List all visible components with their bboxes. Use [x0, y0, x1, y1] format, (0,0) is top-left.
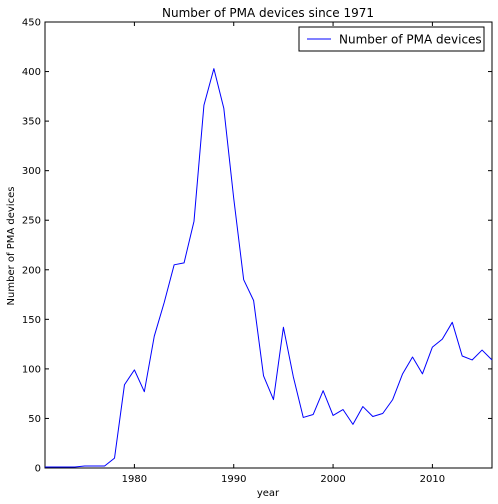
y-tick-label: 450 [22, 18, 41, 29]
y-tick-label: 100 [22, 364, 41, 375]
x-tick-label: 2000 [320, 474, 345, 485]
legend-label: Number of PMA devices [339, 33, 482, 47]
x-axis-label: year [257, 488, 280, 499]
y-tick-label: 150 [22, 315, 41, 326]
y-tick-label: 50 [28, 414, 41, 425]
y-axis-label: Number of PMA devices [6, 187, 17, 306]
y-tick-label: 0 [35, 464, 41, 475]
plot-area: 0 50 100 150 200 250 300 350 400 450 1980 1990 2000 2… [22, 18, 493, 485]
y-tick-label: 300 [22, 166, 41, 177]
x-tick-label: 1980 [122, 474, 147, 485]
y-tick-label: 250 [22, 216, 41, 227]
plot-frame [44, 21, 493, 469]
y-tick-label: 200 [22, 265, 41, 276]
y-tick-label: 350 [22, 117, 41, 128]
y-tick-label: 400 [22, 67, 41, 78]
x-tick-label: 1990 [221, 474, 246, 485]
chart-title: Number of PMA devices since 1971 [162, 6, 374, 20]
x-tick-label: 2010 [420, 474, 445, 485]
series-line [45, 68, 493, 468]
